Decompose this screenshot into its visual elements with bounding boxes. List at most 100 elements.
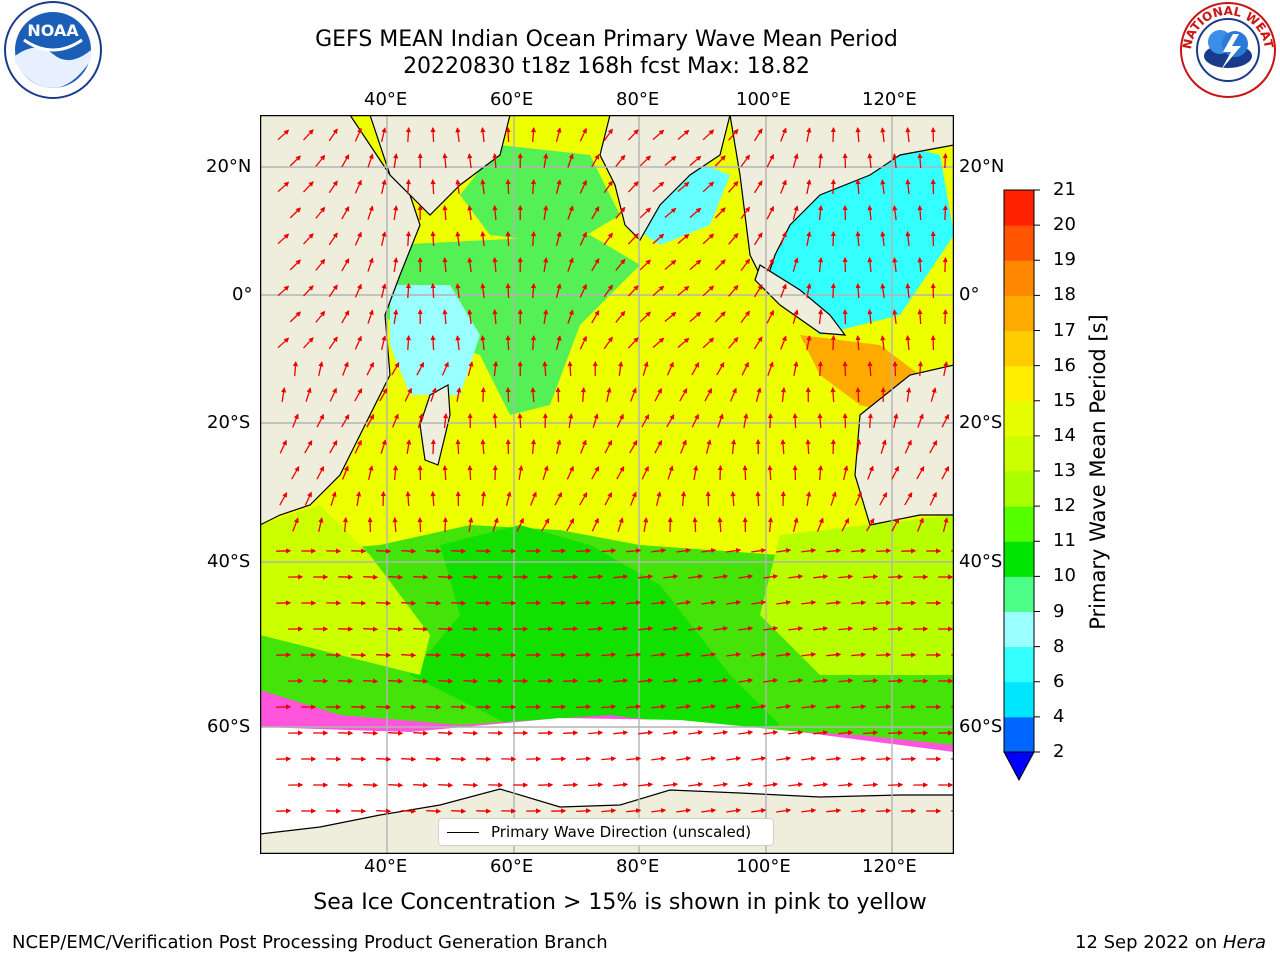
wave-arrow (363, 678, 379, 684)
wave-arrow (567, 205, 574, 220)
wave-arrow (806, 127, 812, 143)
wave-arrow (666, 413, 675, 428)
wave-arrow (601, 548, 617, 554)
wave-arrow (392, 516, 398, 533)
wave-arrow (591, 205, 600, 220)
lon-tick-top-0: 40°E (364, 89, 408, 110)
lat-tick-right-3: 40°S (959, 551, 1003, 572)
wave-arrow (342, 516, 349, 533)
colorbar-tick-label: 15 (1053, 389, 1076, 411)
wave-arrow (463, 782, 479, 788)
wave-arrow (627, 129, 639, 141)
wave-arrow (917, 413, 924, 428)
wave-arrow (363, 730, 379, 736)
wave-arrow (463, 626, 479, 632)
colorbar-segment (1004, 330, 1034, 367)
wave-arrow (442, 308, 448, 325)
colorbar-segment (1004, 646, 1034, 683)
wave-arrow (880, 231, 886, 246)
wave-arrow (788, 574, 804, 580)
wave-arrow (406, 439, 412, 455)
wave-arrow (292, 517, 299, 532)
wave-arrow (576, 548, 592, 554)
wave-arrow (367, 309, 374, 324)
wave-arrow (463, 730, 479, 736)
wave-arrow (467, 464, 473, 481)
wave-arrow (463, 678, 479, 684)
wave-arrow (541, 517, 550, 532)
wave-arrow (888, 678, 904, 684)
wave-arrow (813, 574, 829, 580)
wave-arrow (688, 782, 704, 788)
wave-arrow (318, 517, 324, 532)
wave-arrow (880, 335, 886, 350)
wave-arrow (467, 257, 473, 272)
wave-arrow (792, 309, 799, 324)
wave-arrow (726, 652, 742, 658)
wave-arrow (942, 204, 948, 221)
wave-arrow (277, 233, 290, 245)
wave-arrow (426, 808, 442, 814)
wave-arrow (567, 257, 574, 272)
wave-arrow (315, 310, 326, 323)
wave-arrow (813, 782, 829, 788)
wave-arrow (713, 574, 729, 580)
wave-arrow (826, 756, 842, 762)
wave-arrow (426, 600, 442, 606)
wave-arrow (566, 465, 574, 480)
wave-arrow (413, 574, 429, 580)
wave-arrow (455, 438, 461, 455)
wave-arrow (617, 517, 624, 532)
colorbar-tick-label: 20 (1053, 214, 1076, 236)
wave-arrow (567, 360, 573, 377)
legend-line-icon (447, 831, 479, 833)
wave-arrow (652, 285, 665, 297)
wave-arrow (916, 465, 925, 480)
wave-arrow (806, 283, 812, 299)
colorbar-tick-label: 12 (1053, 495, 1076, 517)
wave-arrow (689, 311, 702, 323)
wave-arrow (726, 548, 742, 554)
wave-arrow (639, 259, 652, 271)
wave-arrow (555, 127, 562, 142)
wave-arrow (817, 308, 824, 325)
wave-arrow (341, 309, 350, 324)
wave-arrow (826, 808, 842, 814)
wave-arrow (702, 233, 715, 245)
lon-tick-bottom-0: 40°E (364, 856, 408, 877)
wave-arrow (627, 181, 639, 193)
wave-arrow (817, 204, 824, 221)
wave-arrow (753, 284, 763, 298)
wave-arrow (354, 439, 362, 454)
wave-arrow (751, 704, 767, 710)
wave-arrow (566, 517, 575, 532)
wave-arrow (876, 652, 892, 658)
wave-arrow (480, 126, 486, 143)
colorbar-segment (1004, 681, 1034, 718)
map-plot (260, 115, 954, 854)
wave-arrow (442, 152, 448, 169)
wave-arrow (728, 336, 739, 349)
wave-arrow (767, 516, 774, 533)
wave-arrow (601, 652, 617, 658)
wave-arrow (766, 153, 774, 168)
land-madagascar (419, 384, 451, 466)
wave-arrow (676, 704, 692, 710)
wave-arrow (776, 600, 792, 606)
wave-arrow (677, 129, 690, 140)
wave-arrow (738, 782, 754, 788)
wave-arrow (588, 574, 604, 580)
wave-arrow (615, 258, 626, 271)
wave-arrow (701, 808, 717, 814)
wave-arrow (729, 387, 737, 402)
wave-arrow (714, 259, 726, 271)
wave-arrow (917, 152, 923, 169)
wave-arrow (651, 704, 667, 710)
wave-arrow (279, 491, 288, 506)
wave-arrow (676, 600, 692, 606)
wave-arrow (363, 574, 379, 580)
noaa-logo-text: NOAA (27, 21, 79, 40)
colorbar-segment (1004, 190, 1034, 226)
colorbar (1003, 189, 1040, 782)
wave-arrow (567, 309, 574, 324)
